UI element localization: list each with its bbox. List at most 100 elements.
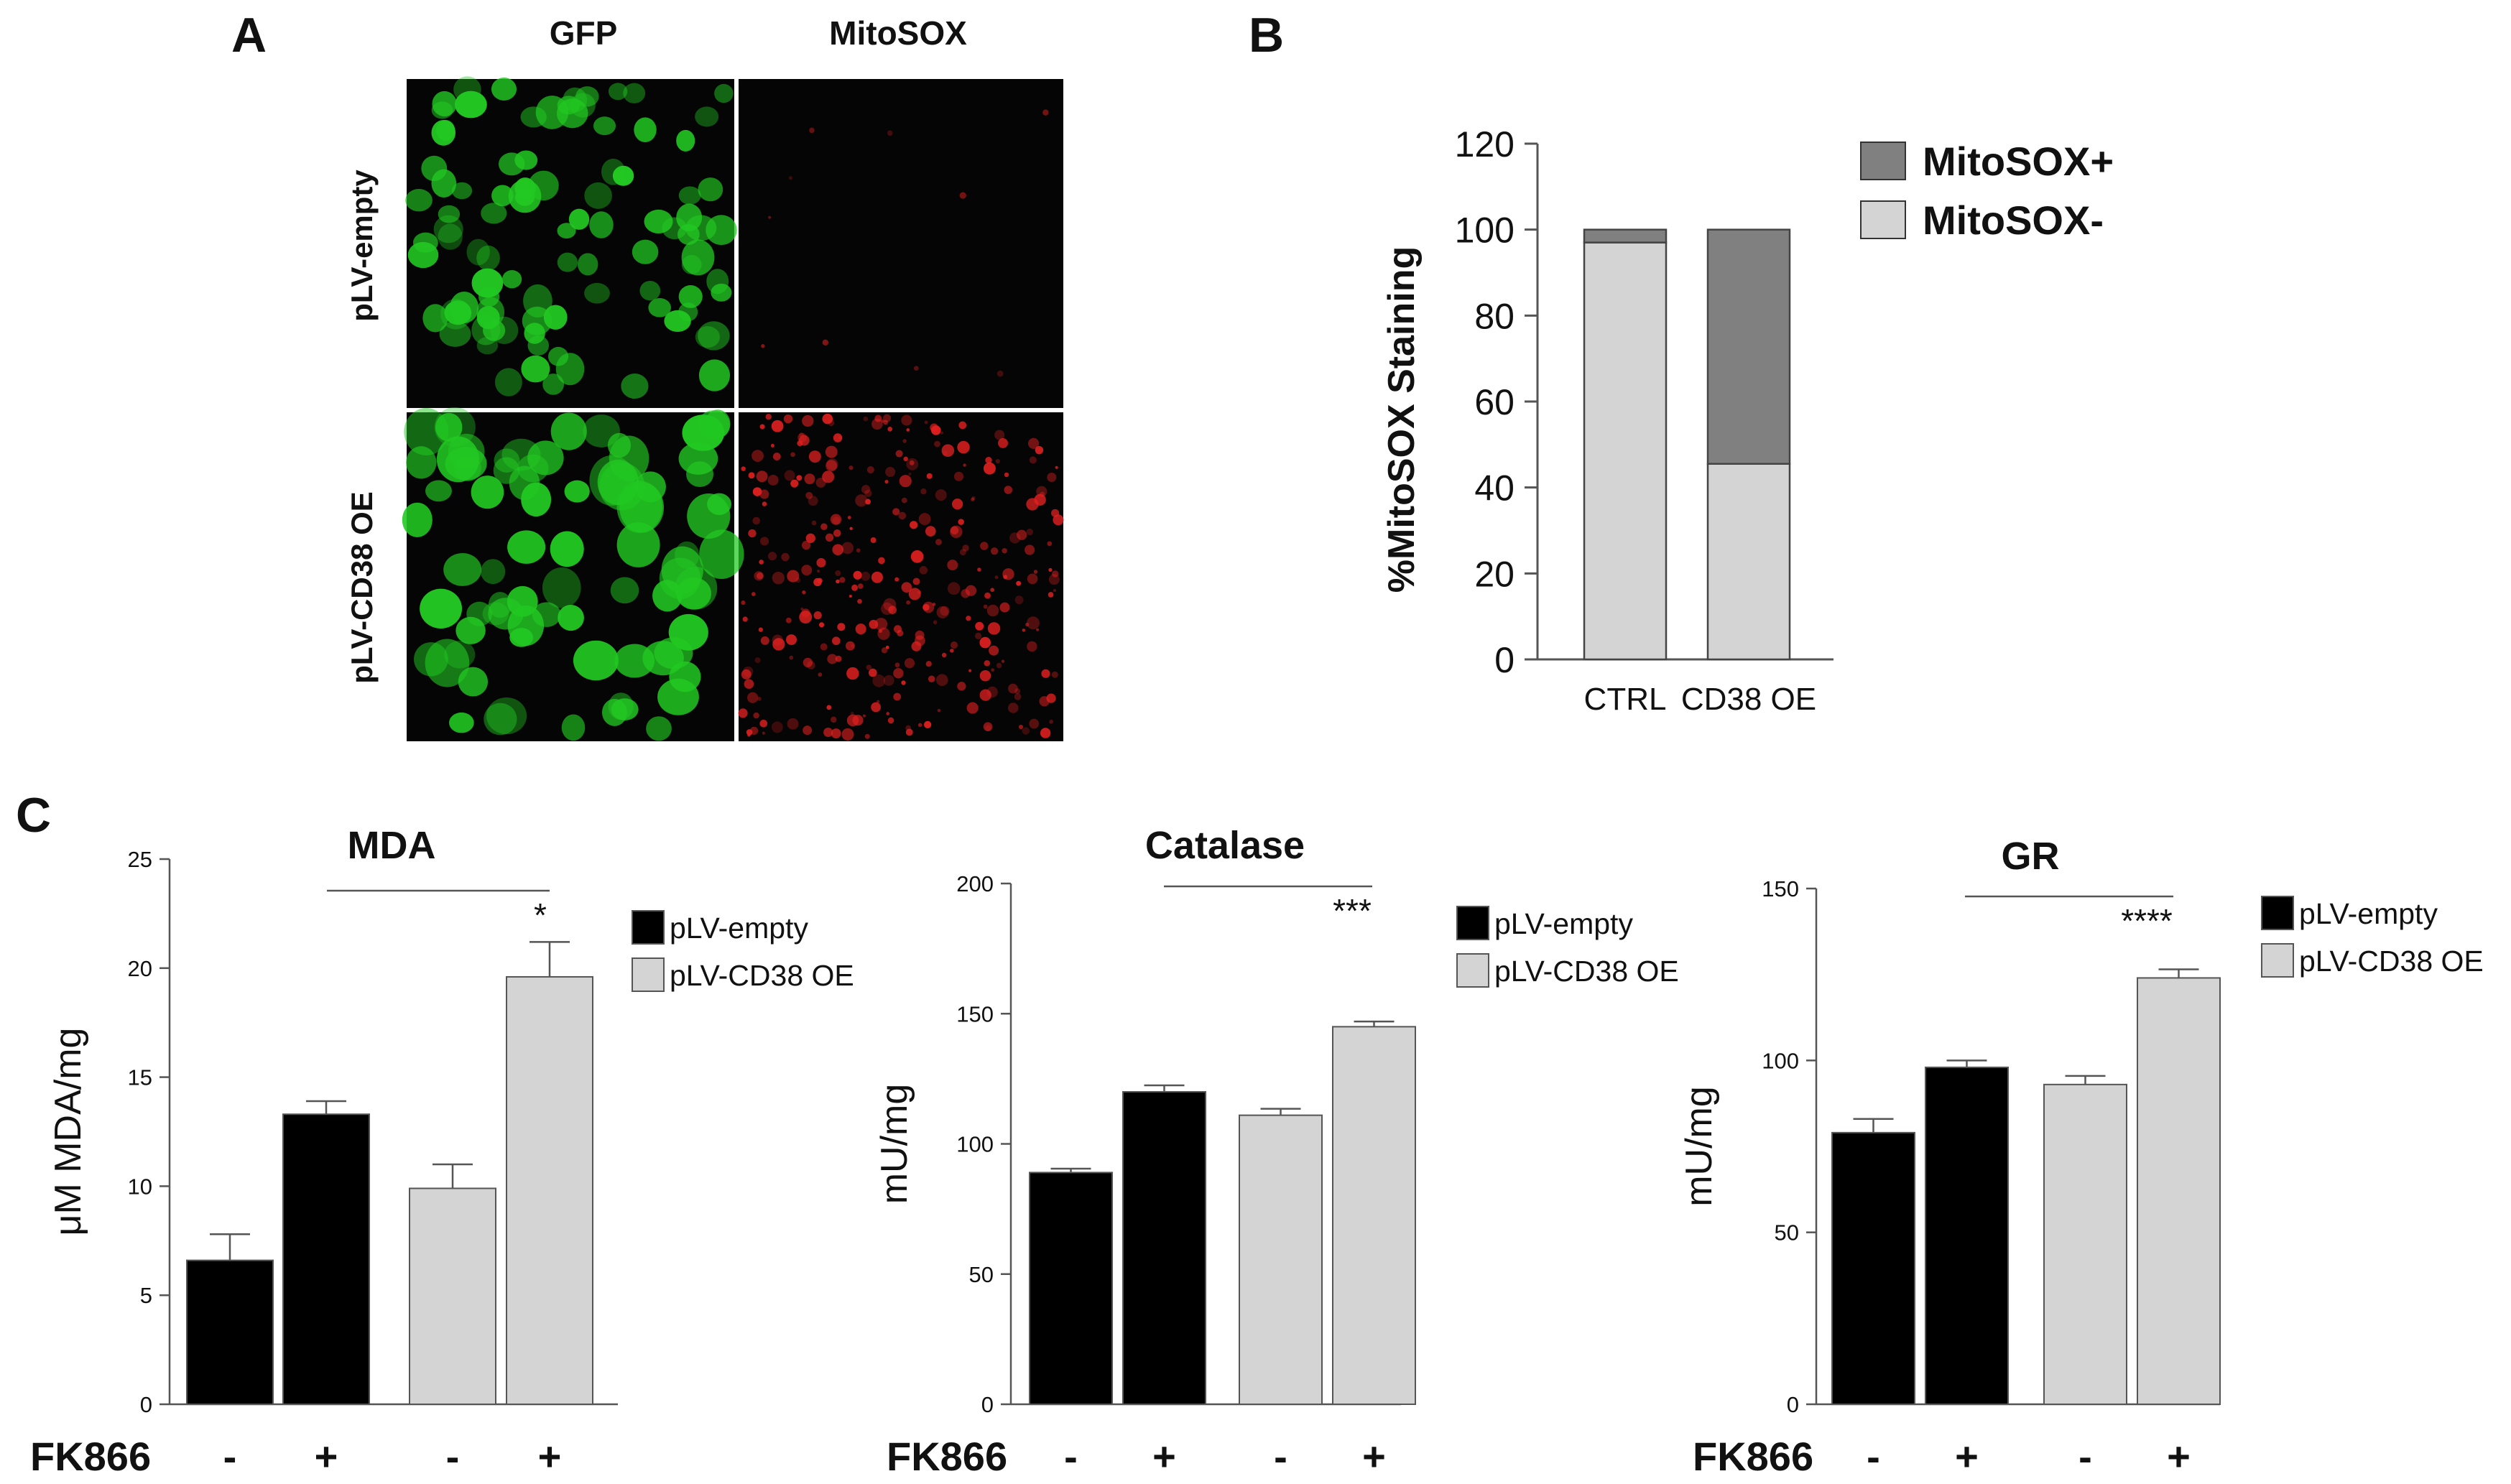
mitosox-speck bbox=[935, 674, 948, 686]
mitosox-speck bbox=[1022, 629, 1026, 632]
gfp-cell bbox=[681, 254, 702, 274]
mitosox-speck bbox=[871, 571, 883, 583]
panel-label-a: A bbox=[231, 8, 267, 62]
mitosox-speck bbox=[901, 497, 907, 504]
mitosox-speck bbox=[857, 598, 862, 604]
mitosox-speck bbox=[770, 443, 774, 447]
gfp-cell bbox=[664, 310, 691, 333]
mitosox-speck bbox=[1039, 696, 1050, 707]
chart-ytick-label: 15 bbox=[128, 1065, 152, 1090]
mitosox-speck bbox=[762, 501, 767, 506]
mitosox-speck bbox=[826, 460, 838, 472]
gfp-cell bbox=[610, 577, 639, 604]
mitosox-speck bbox=[887, 427, 893, 432]
mitosox-speck bbox=[846, 667, 859, 680]
mitosox-speck bbox=[801, 565, 813, 576]
mitosox-speck bbox=[831, 728, 841, 738]
mitosox-speck bbox=[818, 672, 823, 677]
legend-swatch bbox=[2261, 943, 2294, 978]
mitosox-speck bbox=[784, 470, 795, 481]
mitosox-speck bbox=[910, 521, 918, 529]
mitosox-speck bbox=[936, 606, 949, 618]
gfp-cell bbox=[646, 716, 672, 741]
chart-b-category-label: CTRL bbox=[1584, 682, 1667, 717]
mitosox-speck bbox=[962, 544, 969, 552]
gfp-cell bbox=[451, 182, 473, 200]
gfp-cell bbox=[524, 323, 545, 344]
mitosox-speck bbox=[839, 577, 846, 583]
mitosox-speck bbox=[753, 712, 759, 719]
gfp-cell bbox=[520, 106, 547, 128]
mitosox-speck bbox=[797, 440, 803, 447]
mitosox-speck bbox=[848, 465, 854, 470]
mitosox-speck bbox=[911, 641, 922, 651]
chart-ylabel: μM MDA/mg bbox=[47, 1028, 89, 1236]
mitosox-speck bbox=[815, 477, 826, 488]
mitosox-speck bbox=[1004, 472, 1009, 478]
chart-ytick-label: 0 bbox=[140, 1392, 152, 1417]
mitosox-speck bbox=[906, 600, 910, 605]
mitosox-speck bbox=[1016, 580, 1022, 586]
legend-label: pLV-empty bbox=[1494, 907, 1633, 940]
mitosox-speck bbox=[872, 674, 886, 687]
mitosox-speck bbox=[991, 668, 994, 672]
mitosox-speck bbox=[813, 611, 822, 620]
chart-ytick-label: 0 bbox=[1787, 1392, 1799, 1417]
mitosox-speck bbox=[857, 583, 864, 589]
mitosox-speck bbox=[996, 662, 1002, 669]
gfp-cell bbox=[532, 602, 561, 627]
mitosox-speck bbox=[767, 474, 779, 486]
chart-fk866-sign: - bbox=[223, 1434, 237, 1479]
mitosox-speck bbox=[801, 540, 811, 550]
mitosox-speck bbox=[983, 722, 993, 732]
chart-b-bar-segment bbox=[1706, 228, 1791, 465]
gfp-cell bbox=[476, 245, 500, 271]
mitosox-speck bbox=[952, 498, 963, 510]
gfp-cell bbox=[453, 76, 481, 103]
mitosox-speck bbox=[974, 632, 982, 639]
mitosox-speck bbox=[741, 669, 752, 680]
mitosox-speck bbox=[941, 444, 955, 458]
mitosox-speck bbox=[1053, 514, 1064, 526]
chart-ytick-label: 150 bbox=[956, 1001, 994, 1026]
mitosox-speck bbox=[958, 421, 967, 430]
mitosox-speck bbox=[899, 475, 912, 488]
column-label-mitosox: MitoSOX bbox=[829, 14, 967, 52]
legend-swatch bbox=[1456, 906, 1489, 940]
mitosox-speck bbox=[968, 669, 972, 672]
mitosox-speck bbox=[788, 176, 792, 180]
mitosox-speck bbox=[742, 616, 748, 622]
mitosox-speck bbox=[845, 641, 855, 651]
significance-marker: * bbox=[534, 896, 547, 934]
mitosox-speck bbox=[748, 529, 757, 538]
gfp-cell bbox=[422, 304, 448, 333]
gfp-cell bbox=[601, 158, 626, 185]
mitosox-speck bbox=[787, 570, 800, 583]
mitosox-speck bbox=[836, 579, 840, 584]
gfp-cell bbox=[698, 321, 730, 351]
legend-label: pLV-CD38 OE bbox=[2299, 945, 2484, 978]
gfp-cell bbox=[438, 205, 461, 223]
mitosox-speck bbox=[950, 641, 958, 649]
mitosox-speck bbox=[897, 629, 904, 636]
chart-ytick-label: 20 bbox=[128, 956, 152, 981]
mitosox-speck bbox=[866, 664, 872, 670]
mitosox-speck bbox=[919, 566, 928, 575]
mitosox-speck bbox=[790, 479, 799, 488]
gfp-cell bbox=[695, 106, 719, 127]
mitosox-speck bbox=[980, 542, 989, 550]
chart-fk866-sign: - bbox=[446, 1434, 460, 1479]
mitosox-speck bbox=[831, 636, 841, 646]
mitosox-speck bbox=[864, 489, 872, 498]
gfp-cell bbox=[501, 269, 522, 289]
chart-b-ytick-label: 120 bbox=[1455, 124, 1515, 164]
mitosox-speck bbox=[765, 414, 772, 420]
mitosox-speck bbox=[977, 567, 981, 572]
legend-label: pLV-CD38 OE bbox=[670, 959, 854, 992]
mitosox-speck bbox=[796, 475, 803, 481]
mitosox-speck bbox=[1048, 567, 1053, 572]
mitosox-speck bbox=[757, 572, 764, 580]
mitosox-speck bbox=[833, 529, 841, 537]
mitosox-speck bbox=[863, 416, 869, 422]
